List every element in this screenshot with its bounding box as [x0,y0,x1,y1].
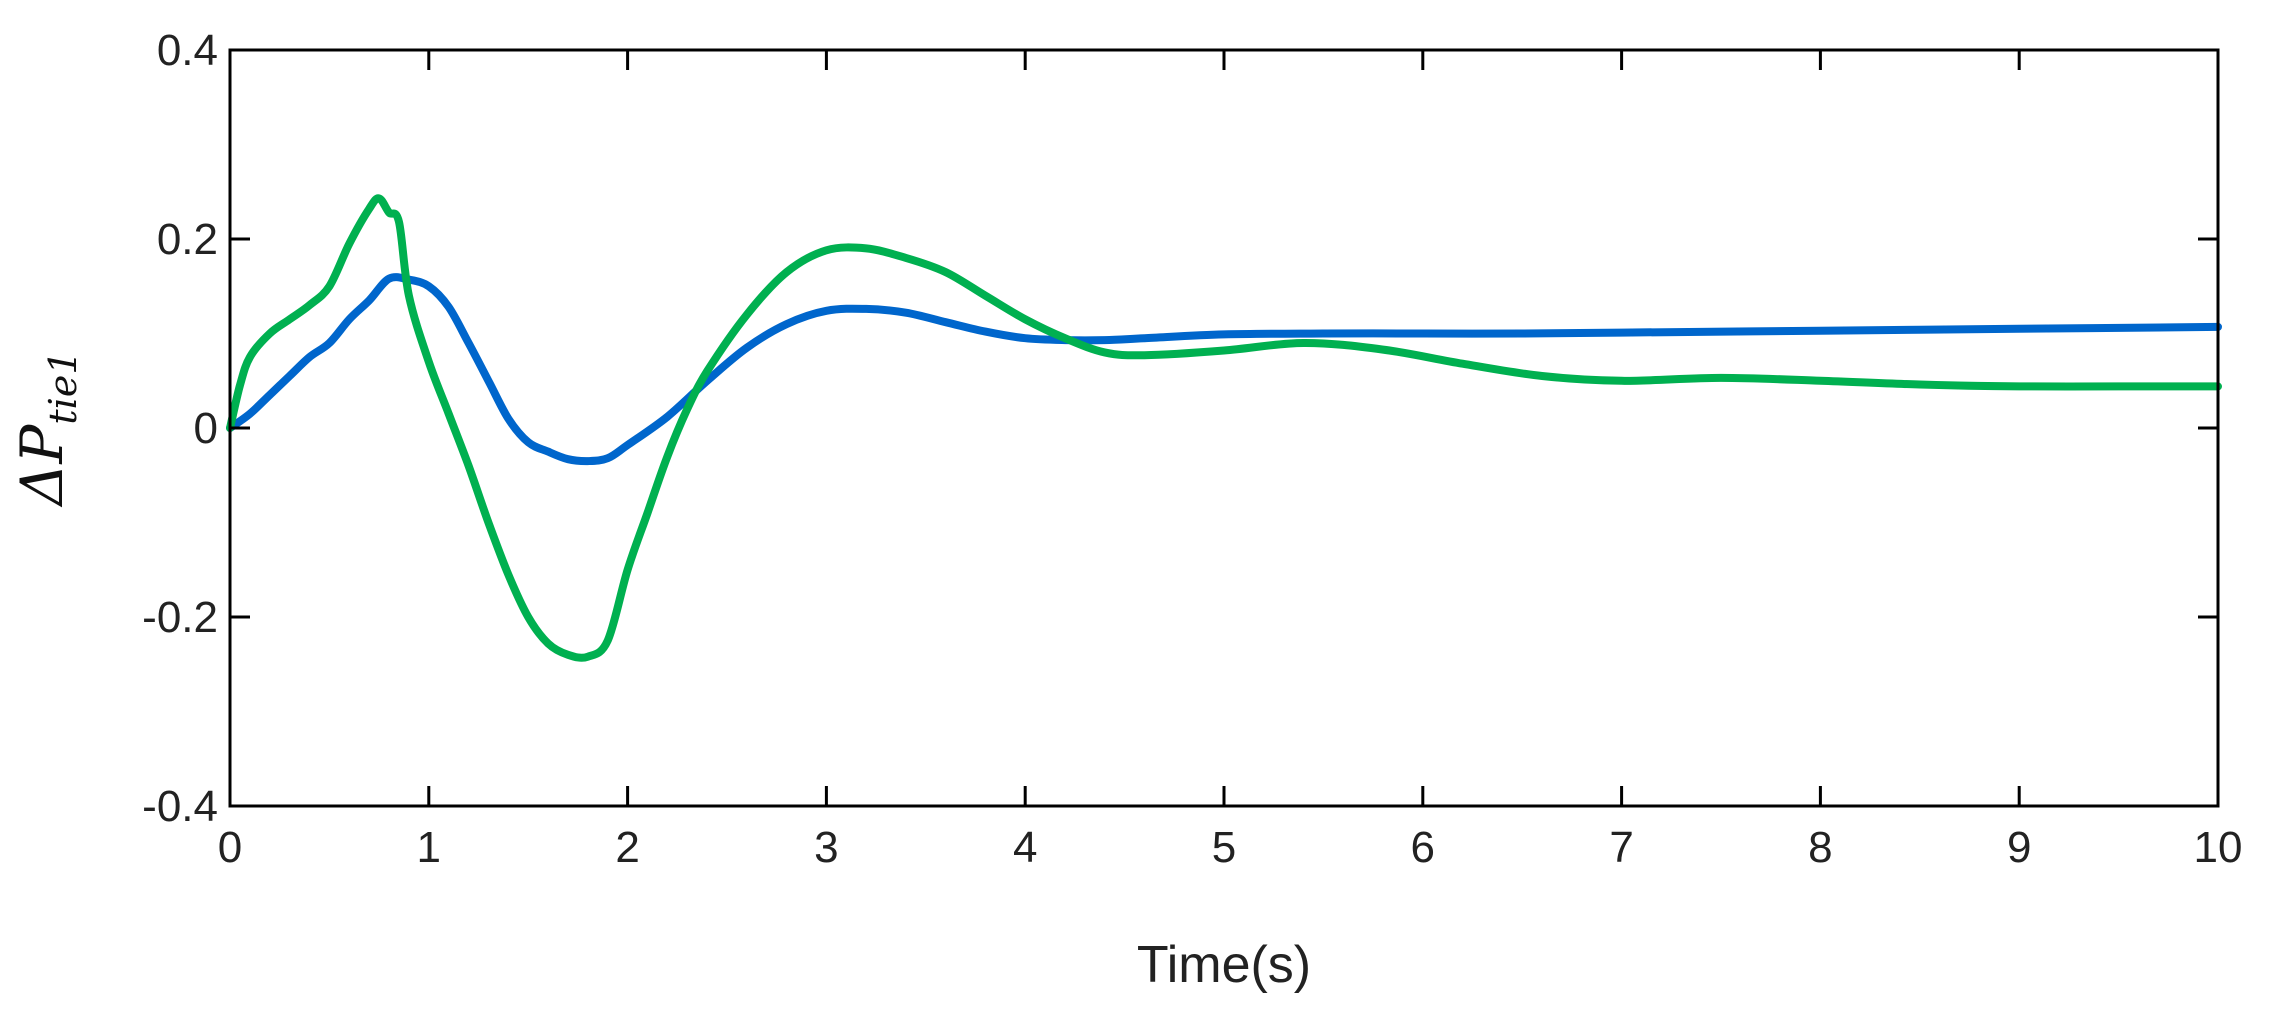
y-tick-label: 0 [194,404,218,453]
x-tick-label: 6 [1411,823,1435,872]
x-tick-label: 3 [814,823,838,872]
x-tick-label: 0 [218,823,242,872]
x-tick-label: 8 [1808,823,1832,872]
x-axis-label: Time(s) [1137,936,1311,994]
x-tick-label: 10 [2194,823,2243,872]
y-tick-label: 0.4 [157,26,218,75]
y-tick-label: -0.2 [142,593,218,642]
y-axis-label-subscript: tie1 [41,350,85,424]
series-line-2 [226,194,2222,662]
y-tick-label: -0.4 [142,782,218,831]
tick-layer: 0 1 2 3 4 5 6 7 8 9 10 -0.4 -0.2 0 0.2 0.4 [142,26,2242,872]
y-axis-label: ΔPtie1 [8,350,85,507]
x-tick-label: 5 [1212,823,1236,872]
x-tick-label: 9 [2007,823,2031,872]
series-layer [226,194,2222,662]
x-tick-label: 7 [1609,823,1633,872]
series-line-1 [226,273,2222,466]
x-tick-label: 2 [615,823,639,872]
x-tick-label: 1 [417,823,441,872]
plot-frame [228,48,2220,808]
x-tick-label: 4 [1013,823,1037,872]
y-axis-label-symbol: ΔP [8,424,76,508]
y-tick-label: 0.2 [157,215,218,264]
